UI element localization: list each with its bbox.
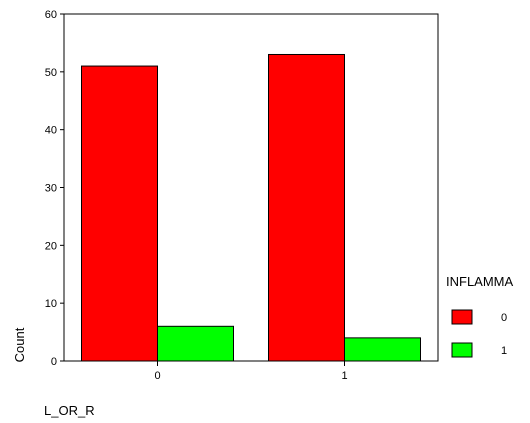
x-tick-label-1: 1 <box>341 370 347 382</box>
legend: INFLAMMA 0 1 <box>446 274 514 358</box>
legend-swatch-1 <box>451 342 473 358</box>
legend-swatch-0 <box>451 309 473 325</box>
bars <box>81 53 421 362</box>
y-tick-label-60: 60 <box>45 9 57 21</box>
bar-0-series-1 <box>157 325 234 362</box>
bar-1-series-0 <box>268 53 345 362</box>
legend-label-1: 1 <box>501 345 507 357</box>
x-axis-title: L_OR_R <box>44 403 95 418</box>
legend-title: INFLAMMA <box>446 274 514 289</box>
bar-1-series-1 <box>344 337 421 362</box>
y-axis: 0 10 20 30 40 50 60 <box>45 9 64 368</box>
y-tick-label-0: 0 <box>51 356 57 368</box>
y-axis-title: Count <box>12 327 27 362</box>
bar-0-series-0 <box>81 65 158 362</box>
y-tick-label-20: 20 <box>45 240 57 252</box>
y-tick-label-10: 10 <box>45 298 57 310</box>
x-tick-label-0: 0 <box>154 370 160 382</box>
y-tick-label-50: 50 <box>45 67 57 79</box>
y-tick-label-40: 40 <box>45 125 57 137</box>
y-tick-label-30: 30 <box>45 183 57 195</box>
legend-label-0: 0 <box>501 312 507 324</box>
